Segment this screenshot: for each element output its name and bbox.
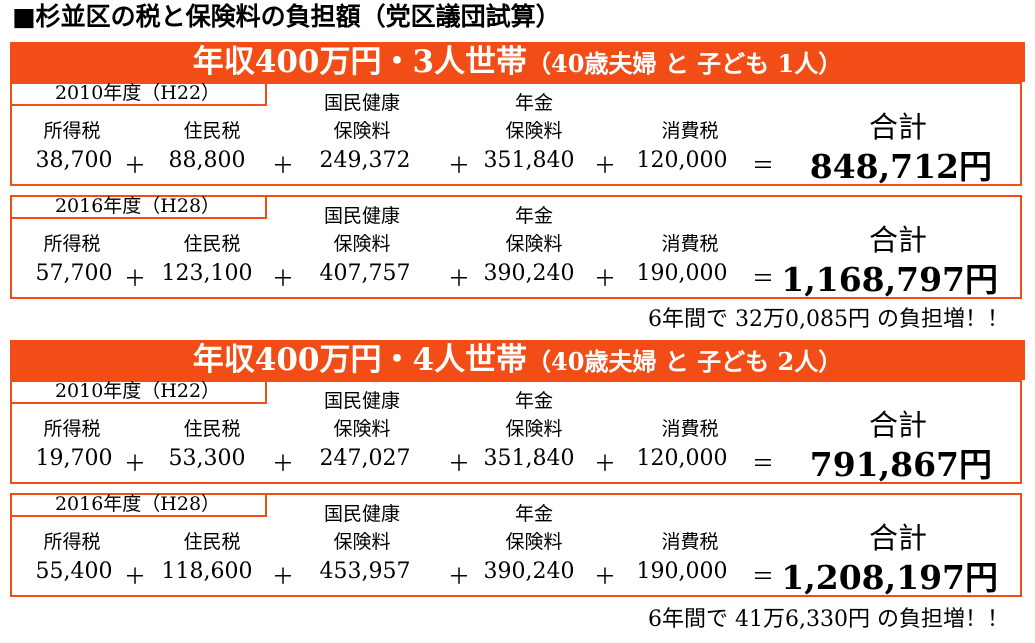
plus-sign: ＋ <box>271 267 294 292</box>
consumption-value: 190,000 <box>636 261 728 286</box>
resident-tax-label: 住民税 <box>183 120 241 142</box>
increase-note: 6年間で 32万0,085円 の負担増！！ <box>648 307 1009 332</box>
health-value: 407,757 <box>319 261 411 286</box>
plus-sign: ＋ <box>123 267 146 292</box>
resident-tax-value: 53,300 <box>168 446 246 471</box>
section-banner: 年収400万円・4人世帯（40歳夫婦 と 子ども 2人） <box>10 340 1025 380</box>
section-banner: 年収400万円・3人世帯（40歳夫婦 と 子ども 1人） <box>10 42 1025 82</box>
plus-sign: ＋ <box>593 267 616 292</box>
plus-sign: ＋ <box>271 565 294 590</box>
plus-sign: ＋ <box>593 452 616 477</box>
health-label-2: 保険料 <box>333 418 391 440</box>
consumption-tax-label: 消費税 <box>661 418 719 440</box>
plus-sign: ＋ <box>271 154 294 179</box>
year-block-2010: 2010年度（H22） 国民健康 年金 所得税 住民税 保険料 保険料 消費税 … <box>10 82 1022 186</box>
plus-sign: ＋ <box>593 154 616 179</box>
consumption-tax-label: 消費税 <box>661 120 719 142</box>
increase-note: 6年間で 41万6,330円 の負担増！！ <box>648 607 1009 632</box>
total-value: 1,208,197円 <box>781 558 998 597</box>
plus-sign: ＋ <box>447 565 470 590</box>
consumption-value: 190,000 <box>636 559 728 584</box>
pension-value: 390,240 <box>483 261 575 286</box>
income-tax-value: 19,700 <box>35 446 113 471</box>
equals-sign: ＝ <box>751 452 774 477</box>
income-tax-label: 所得税 <box>43 233 101 255</box>
health-label-1: 国民健康 <box>323 205 400 227</box>
plus-sign: ＋ <box>593 565 616 590</box>
plus-sign: ＋ <box>123 565 146 590</box>
sum-label: 合計 <box>868 521 927 555</box>
plus-sign: ＋ <box>271 452 294 477</box>
year-block-2016: 2016年度（H28） 国民健康 年金 所得税 住民税 保険料 保険料 消費税 … <box>10 493 1022 597</box>
plus-sign: ＋ <box>447 452 470 477</box>
pension-label-2: 保険料 <box>505 531 563 553</box>
pension-value: 390,240 <box>483 559 575 584</box>
year-label: 2010年度（H22） <box>10 82 267 106</box>
plus-sign: ＋ <box>123 154 146 179</box>
banner-sub: （40歳夫婦 と 子ども 2人） <box>527 347 843 376</box>
year-label: 2010年度（H22） <box>10 380 267 404</box>
year-label: 2016年度（H28） <box>10 195 267 219</box>
health-label-2: 保険料 <box>333 233 391 255</box>
plus-sign: ＋ <box>447 267 470 292</box>
pension-label-1: 年金 <box>514 390 553 412</box>
resident-tax-value: 88,800 <box>168 148 246 173</box>
pension-label-1: 年金 <box>514 503 553 525</box>
pension-label-2: 保険料 <box>505 418 563 440</box>
resident-tax-label: 住民税 <box>183 418 241 440</box>
banner-sub: （40歳夫婦 と 子ども 1人） <box>527 49 843 78</box>
year-block-2016: 2016年度（H28） 国民健康 年金 所得税 住民税 保険料 保険料 消費税 … <box>10 195 1022 299</box>
resident-tax-label: 住民税 <box>183 531 241 553</box>
page-title: ■杉並区の税と保険料の負担額（党区議団試算） <box>12 2 561 31</box>
income-tax-label: 所得税 <box>43 531 101 553</box>
health-value: 249,372 <box>319 148 411 173</box>
banner-main: 年収400万円・4人世帯 <box>192 342 528 378</box>
income-tax-label: 所得税 <box>43 120 101 142</box>
income-tax-value: 55,400 <box>35 559 113 584</box>
equals-sign: ＝ <box>751 154 774 179</box>
pension-label-2: 保険料 <box>505 233 563 255</box>
resident-tax-label: 住民税 <box>183 233 241 255</box>
income-tax-value: 38,700 <box>35 148 113 173</box>
total-value: 1,168,797円 <box>781 260 998 299</box>
sum-label: 合計 <box>868 110 927 144</box>
pension-label-2: 保険料 <box>505 120 563 142</box>
health-label-2: 保険料 <box>333 531 391 553</box>
pension-label-1: 年金 <box>514 92 553 114</box>
health-label-1: 国民健康 <box>323 92 400 114</box>
resident-tax-value: 118,600 <box>161 559 253 584</box>
health-label-1: 国民健康 <box>323 390 400 412</box>
health-label-2: 保険料 <box>333 120 391 142</box>
year-block-2010: 2010年度（H22） 国民健康 年金 所得税 住民税 保険料 保険料 消費税 … <box>10 380 1022 484</box>
consumption-value: 120,000 <box>636 446 728 471</box>
plus-sign: ＋ <box>447 154 470 179</box>
plus-sign: ＋ <box>123 452 146 477</box>
income-tax-label: 所得税 <box>43 418 101 440</box>
total-value: 848,712円 <box>809 147 992 186</box>
resident-tax-value: 123,100 <box>161 261 253 286</box>
pension-value: 351,840 <box>483 446 575 471</box>
banner-main: 年収400万円・3人世帯 <box>192 44 528 80</box>
sum-label: 合計 <box>868 223 927 257</box>
equals-sign: ＝ <box>751 267 774 292</box>
equals-sign: ＝ <box>751 565 774 590</box>
sum-label: 合計 <box>868 408 927 442</box>
consumption-value: 120,000 <box>636 148 728 173</box>
health-value: 247,027 <box>319 446 411 471</box>
year-label: 2016年度（H28） <box>10 493 267 517</box>
health-label-1: 国民健康 <box>323 503 400 525</box>
health-value: 453,957 <box>319 559 411 584</box>
pension-value: 351,840 <box>483 148 575 173</box>
consumption-tax-label: 消費税 <box>661 531 719 553</box>
total-value: 791,867円 <box>809 445 992 484</box>
consumption-tax-label: 消費税 <box>661 233 719 255</box>
pension-label-1: 年金 <box>514 205 553 227</box>
income-tax-value: 57,700 <box>35 261 113 286</box>
